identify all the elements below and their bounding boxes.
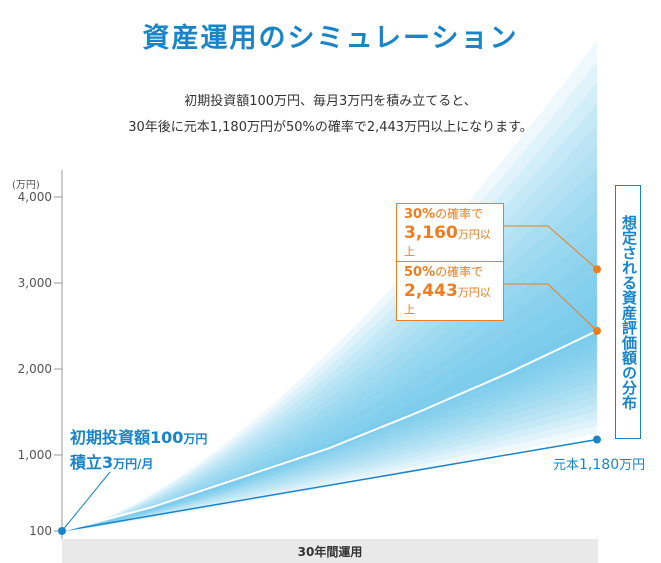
series-line (61, 329, 598, 532)
principal-unit: 万円 (619, 458, 646, 473)
principal-text: 元本 (553, 458, 580, 473)
y-tick-label: 4,000 (18, 190, 52, 204)
x-band (62, 539, 598, 563)
annotation-50-pct: 50% (404, 265, 436, 280)
distribution-band (62, 125, 597, 531)
monthly-label-text: 積立 (70, 453, 103, 472)
y-axis-ticks: 100 1,000 2,000 3,000 4,000 (18, 190, 62, 538)
distribution-band (62, 146, 597, 532)
distribution-band (62, 82, 597, 531)
distribution-band (62, 40, 597, 531)
x-axis-label: 30年間運用 (298, 544, 363, 559)
principal-label: 元本1,180万円 (553, 454, 645, 473)
annotation-50-text: の確率で (435, 265, 484, 279)
annotation-50-unit: 万円以上 (404, 286, 491, 316)
description-line-2: 30年後に元本1,180万円が50%の確率で2,443万円以上になります。 (128, 120, 533, 135)
leader-50 (488, 283, 598, 332)
y-tick-label: 2,000 (18, 362, 52, 376)
end-marker (593, 265, 601, 274)
distribution-band (62, 61, 597, 532)
principal-amount: 1,180 (579, 457, 620, 473)
distribution-band (62, 167, 597, 531)
annotation-30-percent: 30%の確率で 3,160万円以上 (396, 203, 504, 264)
end-marker (593, 435, 601, 444)
annotation-30-text: の確率で (435, 207, 484, 221)
end-marker (593, 326, 601, 335)
y-tick-label: 1,000 (18, 448, 52, 462)
annotation-30-amount: 3,160 (404, 223, 458, 244)
y-tick-label: 3,000 (18, 276, 52, 290)
initial-amount: 100 (150, 428, 184, 447)
leader-lines (61, 225, 598, 532)
distribution-band (62, 210, 597, 531)
initial-unit: 万円 (183, 432, 208, 446)
page-title: 資産運用のシミュレーション (142, 23, 519, 54)
initial-investment-label: 初期投資額100万円 積立3万円/月 (70, 426, 207, 476)
monthly-unit: 万円/月 (113, 457, 154, 471)
series-line (61, 438, 598, 532)
distribution-band (62, 103, 597, 532)
annotation-50-percent: 50%の確率で 2,443万円以上 (396, 261, 504, 322)
leader-30 (488, 225, 598, 270)
initial-label-text: 初期投資額 (70, 428, 151, 447)
y-axis-unit: (万円) (12, 180, 40, 191)
annotation-30-unit: 万円以上 (404, 228, 491, 258)
monthly-amount: 3 (102, 453, 114, 472)
distribution-band (62, 252, 597, 531)
distribution-label: 想定される資産評価額の分布 (615, 185, 641, 439)
annotation-30-pct: 30% (404, 207, 436, 222)
distribution-band (62, 188, 597, 532)
description-line-1: 初期投資額100万円、毎月3万円を積み立てると、 (184, 94, 477, 109)
y-tick-label: 100 (29, 524, 52, 538)
markers (593, 265, 601, 444)
leader-initial (61, 471, 111, 532)
distribution-area (62, 40, 597, 532)
annotation-50-amount: 2,443 (404, 281, 458, 302)
